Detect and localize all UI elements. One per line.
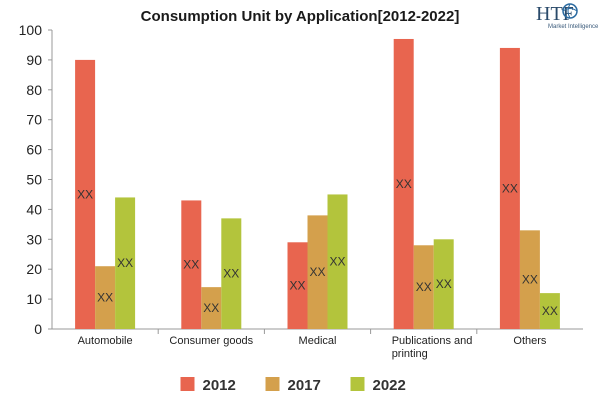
y-tick-label: 70	[26, 112, 42, 128]
data-label: XX	[223, 267, 239, 281]
data-label: XX	[396, 177, 412, 191]
data-label: XX	[522, 273, 538, 287]
x-axis: Automobile Consumer goods Medical Publicati…	[52, 328, 583, 360]
bar-2012	[499, 47, 520, 329]
data-label: XX	[502, 181, 518, 195]
data-labels: XX XX XX XX XX XX XX XX XX XX XX XX XX XX XX	[77, 177, 558, 318]
y-tick-label: 40	[26, 201, 42, 217]
data-label: XX	[97, 291, 113, 305]
y-tick-label: 30	[26, 231, 42, 247]
bar-2017	[95, 266, 116, 329]
data-label: XX	[77, 187, 93, 201]
data-label: XX	[203, 301, 219, 315]
bar-2017	[201, 287, 222, 329]
legend-label: 2017	[288, 377, 321, 394]
legend-swatch-2017	[265, 377, 280, 391]
globe-icon	[562, 3, 578, 19]
data-label: XX	[309, 265, 325, 279]
legend-label: 2012	[203, 377, 236, 394]
bar-2012	[287, 242, 308, 329]
bar-2022	[327, 194, 348, 329]
bar-2012	[181, 200, 202, 329]
y-tick-label: 0	[34, 321, 42, 337]
bar-group	[75, 38, 560, 330]
bar-2022	[221, 218, 242, 329]
logo-subtext: Market Intelligence	[548, 24, 599, 30]
x-tick-label: Medical	[299, 335, 337, 347]
x-tick-label: printing	[392, 348, 428, 360]
legend-swatch-2022	[350, 377, 365, 391]
bar-2012	[75, 59, 96, 330]
chart-title: Consumption Unit by Application[2012-202…	[141, 8, 460, 25]
x-tick-label: Automobile	[78, 335, 133, 347]
y-tick-label: 10	[26, 291, 42, 307]
brand-logo: HTF Market Intelligence	[536, 3, 599, 30]
legend: 2012 2017 2022	[180, 377, 406, 394]
y-tick-label: 60	[26, 142, 42, 158]
x-tick-label: Consumer goods	[169, 335, 253, 347]
data-label: XX	[289, 279, 305, 293]
legend-swatch-2012	[180, 377, 195, 391]
data-label: XX	[117, 256, 133, 270]
x-tick-label: Others	[513, 335, 547, 347]
bar-2022	[433, 239, 454, 329]
legend-label: 2022	[373, 377, 406, 394]
data-label: XX	[329, 255, 345, 269]
data-label: XX	[416, 280, 432, 294]
bar-2017	[519, 230, 540, 329]
bar-2012	[393, 38, 414, 329]
y-tick-label: 100	[19, 22, 43, 38]
data-label: XX	[436, 277, 452, 291]
y-tick-label: 20	[26, 261, 42, 277]
y-tick-label: 80	[26, 82, 42, 98]
bar-2017	[413, 245, 434, 329]
bar-2022	[115, 197, 136, 329]
logo-text: HTF	[536, 3, 574, 25]
y-axis: 0 10 20 30 40 50 60 70 80 90 100	[19, 22, 53, 337]
data-label: XX	[183, 258, 199, 272]
bar-2022	[539, 293, 560, 329]
y-tick-label: 50	[26, 172, 42, 188]
data-label: XX	[542, 304, 558, 318]
x-tick-label: Publications and	[392, 335, 473, 347]
y-tick-label: 90	[26, 52, 42, 68]
bar-2017	[307, 215, 328, 329]
